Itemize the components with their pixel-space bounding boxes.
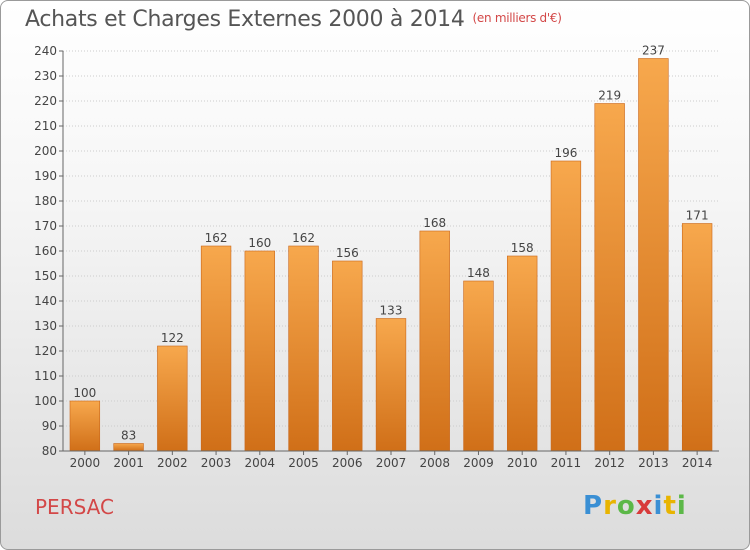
value-label-2003: 162 — [205, 231, 228, 245]
value-label-2008: 168 — [423, 216, 446, 230]
y-tick-label: 160 — [34, 244, 57, 258]
logo-letter: P — [583, 491, 604, 521]
x-tick-label-2005: 2005 — [288, 456, 319, 470]
value-label-2009: 148 — [467, 266, 490, 280]
y-tick-label: 170 — [34, 219, 57, 233]
x-tick-label-2003: 2003 — [201, 456, 232, 470]
value-label-2011: 196 — [554, 146, 577, 160]
y-tick-label: 240 — [34, 44, 57, 58]
y-tick-label: 130 — [34, 319, 57, 333]
bar-2014 — [681, 223, 713, 452]
value-label-2004: 160 — [248, 236, 271, 250]
y-tick-label: 210 — [34, 119, 57, 133]
chart-title-text: Achats et Charges Externes 2000 à 2014 — [25, 7, 465, 32]
value-label-2014: 171 — [686, 209, 709, 223]
bar-2010 — [507, 255, 538, 452]
value-label-2006: 156 — [336, 246, 359, 260]
x-tick-label-2011: 2011 — [551, 456, 582, 470]
x-tick-label-2000: 2000 — [70, 456, 101, 470]
value-label-2010: 158 — [511, 241, 534, 255]
x-tick-label-2001: 2001 — [113, 456, 144, 470]
commune-name: PERSAC — [35, 495, 114, 519]
x-tick-label-2009: 2009 — [463, 456, 494, 470]
chart-title: Achats et Charges Externes 2000 à 2014 (e… — [25, 7, 562, 32]
bar-2006 — [332, 260, 363, 452]
y-tick-label: 150 — [34, 269, 57, 283]
y-axis: 80 90 100 110 120 130 140 150 160 170 180 190 200 210… — [34, 44, 64, 458]
value-label-2001: 83 — [121, 429, 136, 443]
y-tick-label: 190 — [34, 169, 57, 183]
bars: 100 83 122 162 160 162 156 133 168 148 158 196 219 23… — [69, 44, 713, 452]
x-tick-label-2013: 2013 — [638, 456, 669, 470]
logo-letter: r — [603, 491, 617, 521]
value-label-2007: 133 — [380, 304, 403, 318]
y-tick-label: 120 — [34, 344, 57, 358]
bar-2001 — [113, 443, 144, 452]
x-tick-label-2008: 2008 — [419, 456, 450, 470]
value-label-2013: 237 — [642, 44, 665, 58]
logo-letter: t — [663, 491, 677, 521]
y-tick-label: 180 — [34, 194, 57, 208]
y-tick-label: 230 — [34, 69, 57, 83]
value-label-2005: 162 — [292, 231, 315, 245]
x-tick-label-2007: 2007 — [376, 456, 407, 470]
value-label-2002: 122 — [161, 331, 184, 345]
proxiti-logo[interactable]: Proxiti — [583, 491, 687, 521]
bar-2004 — [244, 250, 275, 452]
y-tick-label: 90 — [42, 419, 57, 433]
y-tick-label: 200 — [34, 144, 57, 158]
logo-letter: i — [676, 491, 687, 521]
bar-2005 — [288, 245, 319, 452]
value-label-2012: 219 — [598, 89, 621, 103]
bar-2008 — [419, 230, 450, 452]
chart-unit: (en milliers d'€) — [472, 11, 562, 25]
bar-2007 — [375, 318, 407, 452]
x-tick-label-2010: 2010 — [507, 456, 538, 470]
x-tick-label-2014: 2014 — [682, 456, 713, 470]
x-tick-label-2002: 2002 — [157, 456, 188, 470]
y-tick-label: 140 — [34, 294, 57, 308]
y-tick-label: 110 — [34, 369, 57, 383]
x-tick-label-2004: 2004 — [245, 456, 276, 470]
value-label-2000: 100 — [73, 386, 96, 400]
bar-2013 — [638, 58, 669, 452]
bar-2002 — [157, 345, 188, 452]
bar-2011 — [550, 160, 582, 452]
bar-2000 — [69, 400, 101, 452]
logo-letter: o — [616, 491, 636, 521]
logo-letter: x — [635, 491, 654, 521]
y-tick-label: 80 — [42, 444, 57, 458]
x-tick-label-2012: 2012 — [594, 456, 625, 470]
bar-2012 — [594, 103, 625, 452]
y-tick-label: 100 — [34, 394, 57, 408]
y-tick-label: 220 — [34, 94, 57, 108]
x-axis: 2000 2001 2002 2003 2004 2005 2006 2007 2008 2009… — [63, 450, 719, 470]
logo-letter: i — [653, 491, 664, 521]
bar-2009 — [463, 280, 494, 452]
x-tick-label-2006: 2006 — [332, 456, 363, 470]
bar-2003 — [200, 245, 232, 452]
